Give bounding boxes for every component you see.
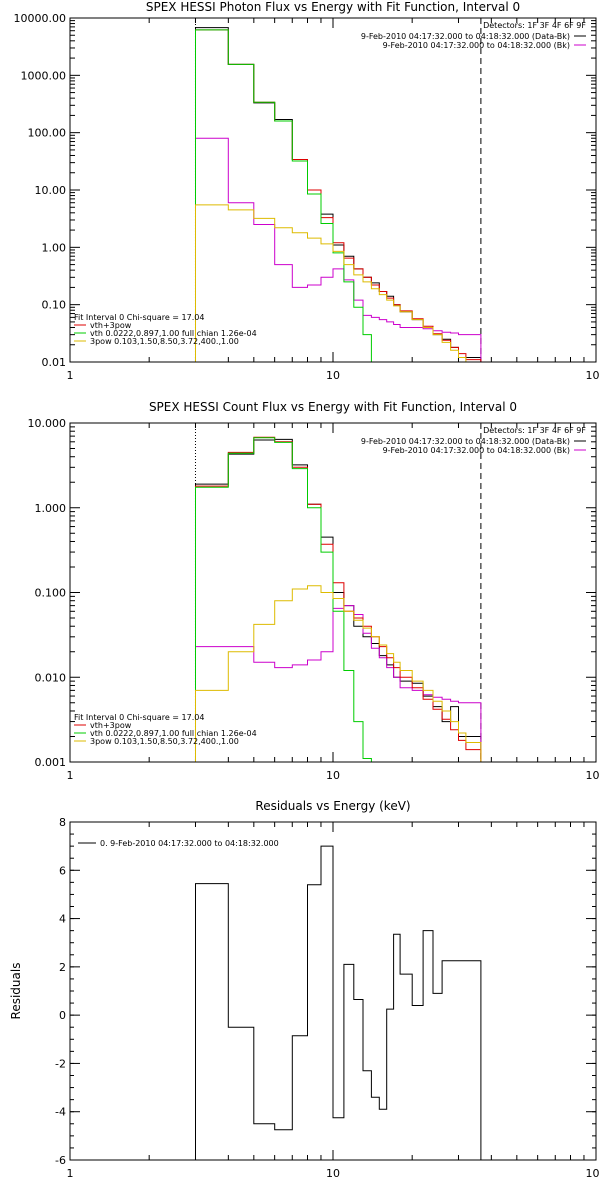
- legend-label: 9-Feb-2010 04:17:32.000 to 04:18:32.000 …: [361, 437, 570, 446]
- series-group: [195, 27, 482, 362]
- x-tick-label: 10: [326, 369, 340, 382]
- y-tick-label: 2: [59, 961, 66, 974]
- legend-label: vth 0.0222,0.897,1.00 full chian 1.26e-0…: [90, 329, 257, 338]
- legend-fit-title: Fit Interval 0 Chi-square = 17.04: [74, 313, 204, 322]
- series-0: [195, 845, 482, 1160]
- x-tick-label: 1: [67, 1167, 74, 1180]
- y-tick-label: 8: [59, 816, 66, 829]
- chart-panel-0: SPEX HESSI Photon Flux vs Energy with Fi…: [14, 0, 600, 382]
- chart-panel-2: Residuals vs Energy (keV) Residuals 1 10 100…: [9, 799, 600, 1180]
- plot-frame: [69, 17, 597, 363]
- chart-title: SPEX HESSI Photon Flux vs Energy with Fi…: [146, 0, 520, 14]
- chart-title: SPEX HESSI Count Flux vs Energy with Fit…: [149, 400, 517, 414]
- x-tick-label: 1: [67, 769, 74, 782]
- y-tick-label: 10000.00: [14, 12, 67, 25]
- x-tick-label: 100: [586, 1167, 600, 1180]
- y-tick-label: 10.000: [28, 417, 67, 430]
- y-tick-label: -2: [55, 1057, 66, 1070]
- legend-label: 9-Feb-2010 04:17:32.000 to 04:18:32.000 …: [383, 41, 570, 50]
- series-3: [195, 437, 372, 762]
- x-tick-label: 100: [586, 369, 600, 382]
- y-tick-label: 0.10: [42, 299, 67, 312]
- plot-frame: [69, 821, 597, 1161]
- plot-frame: [69, 422, 597, 763]
- y-tick-label: 10.00: [35, 184, 67, 197]
- y-tick-label: 1.00: [42, 241, 67, 254]
- y-tick-label: 1000.00: [21, 69, 67, 82]
- y-tick-label: 1.000: [35, 502, 67, 515]
- legend-label: vth 0.0222,0.897,1.00 full chian 1.26e-0…: [90, 729, 257, 738]
- legend-label: vth+3pow: [90, 721, 132, 730]
- x-tick-label: 100: [586, 769, 600, 782]
- series-4: [195, 204, 467, 362]
- y-tick-label: 100.00: [28, 127, 67, 140]
- chart-title: Residuals vs Energy (keV): [255, 799, 410, 813]
- y-tick-label: 0.010: [35, 671, 67, 684]
- y-axis-label: Residuals: [9, 963, 23, 1020]
- legend-label: 9-Feb-2010 04:17:32.000 to 04:18:32.000 …: [361, 32, 570, 41]
- legend-label: vth+3pow: [90, 321, 132, 330]
- series-1: [195, 137, 482, 362]
- y-tick-label: 4: [59, 913, 66, 926]
- x-tick-label: 1: [67, 369, 74, 382]
- legend-label: 3pow 0.103,1.50,8.50,3.72,400.,1.00: [90, 737, 239, 746]
- legend-label: 3pow 0.103,1.50,8.50,3.72,400.,1.00: [90, 337, 239, 346]
- detectors-label: Detectors: 1F 3F 4F 6F 9F: [483, 21, 586, 30]
- series-1: [195, 605, 482, 762]
- series-4: [195, 585, 482, 762]
- chart-panel-1: SPEX HESSI Count Flux vs Energy with Fit…: [28, 400, 600, 782]
- y-tick-label: -4: [55, 1106, 66, 1119]
- series-group: [195, 436, 482, 762]
- series-3: [195, 29, 372, 362]
- y-tick-label: 0.100: [35, 587, 67, 600]
- x-tick-label: 10: [326, 1167, 340, 1180]
- legend-label: 9-Feb-2010 04:17:32.000 to 04:18:32.000 …: [383, 446, 570, 455]
- y-tick-label: 0.01: [42, 356, 67, 369]
- legend-fit-title: Fit Interval 0 Chi-square = 17.04: [74, 713, 204, 722]
- y-tick-label: 6: [59, 864, 66, 877]
- series-group: [195, 845, 482, 1160]
- legend-label: 0. 9-Feb-2010 04:17:32.000 to 04:18:32.0…: [100, 839, 279, 848]
- y-tick-label: 0: [59, 1009, 66, 1022]
- y-tick-label: -6: [55, 1154, 66, 1167]
- detectors-label: Detectors: 1F 3F 4F 6F 9F: [483, 426, 586, 435]
- x-tick-label: 10: [326, 769, 340, 782]
- y-tick-label: 0.001: [35, 756, 67, 769]
